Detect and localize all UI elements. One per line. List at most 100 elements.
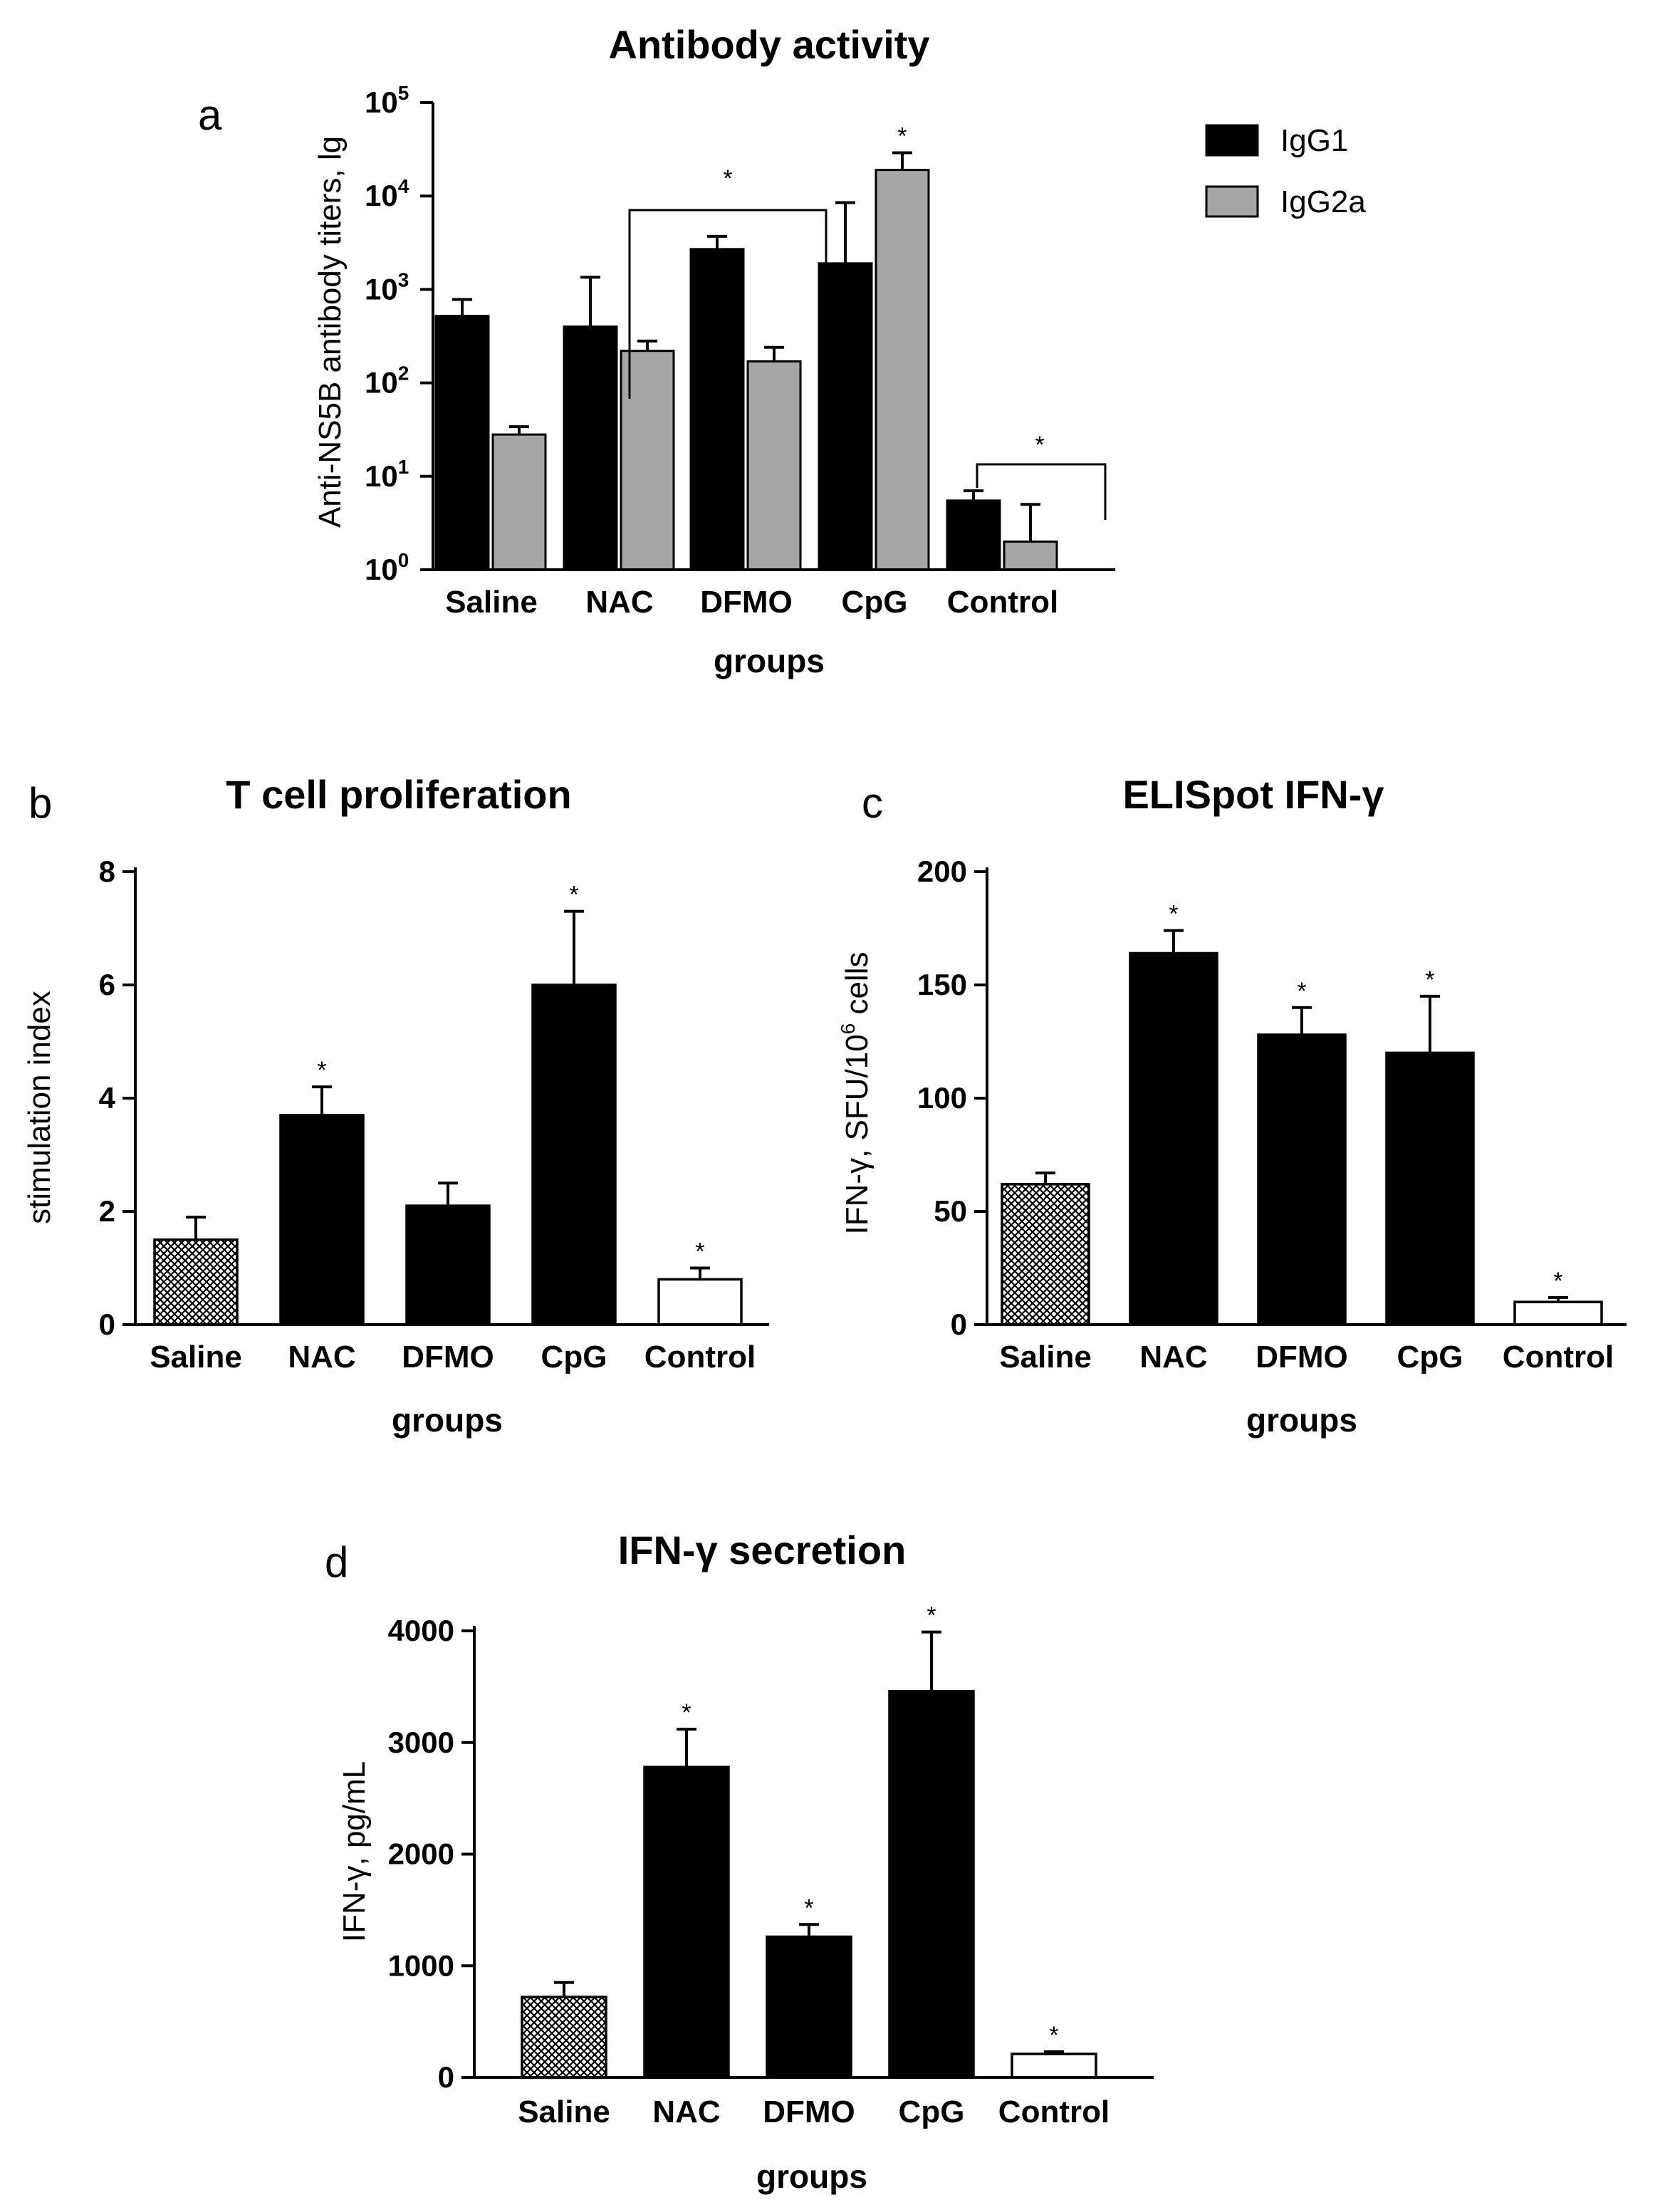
panel-a-bracket-star: * (723, 165, 732, 192)
panel-d-significance-star: * (1049, 2022, 1058, 2049)
panel-b-bar-nac (279, 1114, 365, 1326)
panel-a-bracket-star: * (1035, 432, 1044, 459)
panel-a-ylabel: Anti-NS5B antibody titers, lg (313, 136, 348, 528)
panel-b-xlabel: groups (392, 1402, 503, 1439)
panel-b-bar-cpg (531, 984, 617, 1326)
panel-b-ytick-label: 4 (99, 1081, 116, 1115)
panel-d-category-label: Control (998, 2094, 1110, 2129)
panel-c-xlabel: groups (1246, 1402, 1357, 1439)
panel-b-ytick-label: 0 (99, 1308, 115, 1341)
panel-c-bar-cpg (1385, 1051, 1475, 1326)
panel-b-category-label: DFMO (402, 1340, 494, 1374)
panel-c-significance-star: * (1425, 966, 1434, 993)
panel-d-bar-dfmo (766, 1935, 852, 2079)
panel-b-ytick-label: 8 (99, 855, 115, 888)
panel-d-ylabel: IFN-γ, pg/mL (337, 1761, 372, 1942)
panel-b-significance-star: * (317, 1057, 326, 1084)
panel-a-bracket-nac-dfmo (628, 209, 828, 431)
panel-c-significance-star: * (1297, 978, 1306, 1005)
panel-c-ytick-label: 100 (917, 1081, 967, 1115)
panel-c-ylabel: IFN-γ, SFU/106 cells (837, 952, 875, 1235)
panel-d-ytick-label: 4000 (388, 1614, 454, 1647)
panel-a-category-label: NAC (585, 585, 653, 620)
panel-c-category-label: Saline (999, 1340, 1092, 1374)
panel-a-title: Antibody activity (608, 22, 929, 67)
panel-a-bar-igg1-control (946, 499, 1001, 571)
panel-a-ytick-label: 100 (365, 549, 409, 586)
panel-c-title: ELISpot IFN-γ (1122, 772, 1384, 817)
panel-d-bar-nac (643, 1765, 730, 2079)
panel-a-significance-star: * (897, 123, 907, 150)
panel-c-significance-star: * (1553, 1268, 1562, 1295)
panel-c-category-label: DFMO (1256, 1340, 1348, 1374)
panel-c-bar-nac (1129, 951, 1218, 1326)
panel-a-category-label: Saline (445, 585, 538, 620)
panel-a-category-label: Control (947, 585, 1058, 620)
panel-d-bar-cpg (888, 1689, 975, 2079)
panel-c-bar-dfmo (1257, 1033, 1347, 1326)
panel-c-bar-control (1513, 1300, 1603, 1326)
panel-c-category-label: NAC (1139, 1340, 1207, 1374)
panel-d-significance-star: * (682, 1699, 691, 1726)
panel-c-ytick-label: 150 (917, 968, 967, 1001)
panel-b-bar-control (657, 1278, 743, 1326)
panel-d-bar-control (1011, 2052, 1097, 2079)
panel-a-bar-igg2a-dfmo (746, 360, 802, 571)
panel-a: a Antibody activity Anti-NS5B antibody t… (198, 22, 1366, 679)
panel-d-category-label: DFMO (763, 2094, 855, 2129)
panel-d-significance-star: * (804, 1894, 813, 1921)
panel-a-bar-igg2a-cpg (875, 169, 930, 571)
panel-b-letter: b (28, 779, 52, 827)
panel-c-letter: c (862, 779, 883, 827)
panel-a-ytick-label: 104 (365, 175, 409, 212)
panel-c-ytick-label: 200 (917, 855, 967, 888)
panel-d-ytick-label: 2000 (388, 1837, 454, 1871)
panel-d: d IFN-γ secretion IFN-γ, pg/mL groups 0 1… (325, 1528, 1154, 2195)
panel-b-bar-saline (153, 1238, 239, 1326)
panel-d-title: IFN-γ secretion (618, 1528, 907, 1572)
panel-d-ytick-label: 3000 (388, 1726, 454, 1759)
panel-c-category-label: Control (1503, 1340, 1614, 1374)
panel-b-title: T cell proliferation (226, 772, 571, 817)
panel-b-ylabel: stimulation index (22, 991, 57, 1224)
panel-b-category-label: CpG (541, 1340, 607, 1374)
panel-a-category-label: DFMO (700, 585, 793, 620)
panel-d-category-label: NAC (652, 2094, 720, 2129)
legend-igg1-swatch (1205, 124, 1259, 157)
panel-c-category-label: CpG (1397, 1340, 1463, 1374)
panel-c-ytick-label: 0 (951, 1308, 967, 1341)
panel-d-category-label: CpG (899, 2094, 965, 2129)
legend-igg1-label: IgG1 (1280, 123, 1348, 158)
panel-a-ytick-label: 103 (365, 268, 409, 306)
panel-d-ytick-label: 1000 (388, 1948, 454, 1982)
legend-igg2a-swatch (1205, 185, 1259, 218)
panel-d-significance-star: * (926, 1602, 936, 1629)
panel-a-xlabel: groups (714, 642, 825, 679)
panel-a-bar-igg2a-saline (491, 433, 547, 571)
panel-a-ytick-label: 105 (365, 82, 409, 119)
panel-a-bar-igg1-dfmo (689, 248, 745, 571)
panel-c: c ELISpot IFN-γ IFN-γ, SFU/106 cells gro… (837, 772, 1627, 1439)
panel-a-category-label: CpG (842, 585, 908, 620)
panel-b-category-label: Control (644, 1340, 756, 1374)
panel-d-category-label: Saline (518, 2094, 610, 2129)
panel-b-ytick-label: 6 (99, 968, 115, 1001)
panel-a-bar-igg1-nac (563, 325, 618, 571)
panel-c-significance-star: * (1169, 901, 1178, 928)
panel-a-ytick-label: 101 (365, 456, 409, 493)
panel-a-bar-igg1-saline (434, 315, 490, 571)
panel-a-ytick-label: 102 (365, 362, 409, 400)
panel-a-letter: a (198, 91, 222, 139)
panel-d-bar-saline (521, 1996, 607, 2079)
panel-b-category-label: NAC (288, 1340, 355, 1374)
panel-b-bar-dfmo (405, 1204, 491, 1326)
panel-c-ytick-label: 50 (934, 1194, 967, 1228)
panel-a-bar-igg1-cpg (818, 262, 873, 571)
panel-a-bar-igg2a-control (1003, 541, 1058, 571)
panel-d-xlabel: groups (756, 2158, 867, 2195)
panel-a-legend: IgG1 IgG2a (1205, 123, 1366, 219)
panel-b-significance-star: * (695, 1238, 704, 1266)
panel-b-ytick-label: 2 (99, 1194, 115, 1228)
panel-c-bar-saline (1001, 1183, 1090, 1326)
